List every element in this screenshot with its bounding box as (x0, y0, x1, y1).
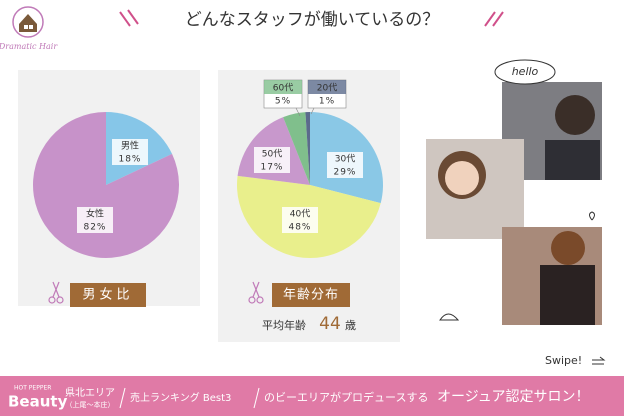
slice-category: 20代 (317, 83, 337, 94)
slice-category: 男性 (121, 140, 139, 152)
photos: hello (426, 59, 602, 325)
label-head (308, 80, 346, 94)
slice-value-label: 5% (275, 97, 291, 107)
pie-slice (33, 112, 180, 258)
badge (272, 283, 350, 307)
slice-value-label: 29% (333, 168, 356, 178)
label-box (282, 207, 318, 233)
label-box (254, 147, 290, 173)
chart-title: 年齢分布 (283, 288, 339, 303)
ranking: 売上ランキング Best3 (130, 391, 231, 404)
produce: のビーエリアがプロデュースする (264, 390, 428, 404)
bubble-text: hello (512, 65, 539, 78)
label-box (112, 139, 148, 165)
swipe-text: Swipe! (545, 354, 582, 367)
chart-title: 男女比 (82, 287, 133, 303)
label-box (327, 152, 363, 178)
slice-category: 60代 (273, 83, 293, 94)
slice-category: 女性 (86, 208, 104, 220)
swipe-arrow (592, 356, 606, 365)
brand: Beauty (8, 393, 68, 411)
slice-category: 40代 (290, 209, 310, 220)
pie-slice (283, 112, 310, 185)
area-sub: （上尾〜本庄） (66, 400, 115, 409)
slice-category: 50代 (262, 149, 282, 160)
average-age-unit: 歳 (345, 319, 356, 332)
footer (0, 376, 624, 416)
logo: Dramatic Hair (0, 6, 58, 51)
label-box (77, 207, 113, 233)
title-decoration (119, 9, 504, 27)
slice-value-label: 18% (118, 155, 141, 165)
slice-value-label: 82% (83, 223, 106, 233)
slice-value-label: 17% (260, 163, 283, 173)
brand-small: HOT PEPPER (14, 385, 51, 392)
leader-line (295, 107, 301, 117)
salon: オージュア認定サロン！ (437, 389, 589, 405)
slice-category: 30代 (335, 154, 355, 165)
logo-text: Dramatic Hair (0, 42, 58, 51)
average-age-label: 平均年齢 (262, 318, 306, 332)
page-title: どんなスタッフが働いているの？ (185, 10, 440, 30)
divider (119, 387, 126, 409)
divider (253, 387, 260, 409)
badge (70, 283, 146, 307)
average-age-value: 44 (319, 314, 341, 334)
slice-value-label: 48% (288, 223, 311, 233)
label-head (264, 80, 302, 94)
pie-slice (305, 112, 310, 185)
leader-line (310, 107, 315, 115)
scissors-icon (48, 281, 264, 304)
slice-value-label: 1% (319, 97, 335, 107)
area: 県北エリア (65, 387, 115, 399)
